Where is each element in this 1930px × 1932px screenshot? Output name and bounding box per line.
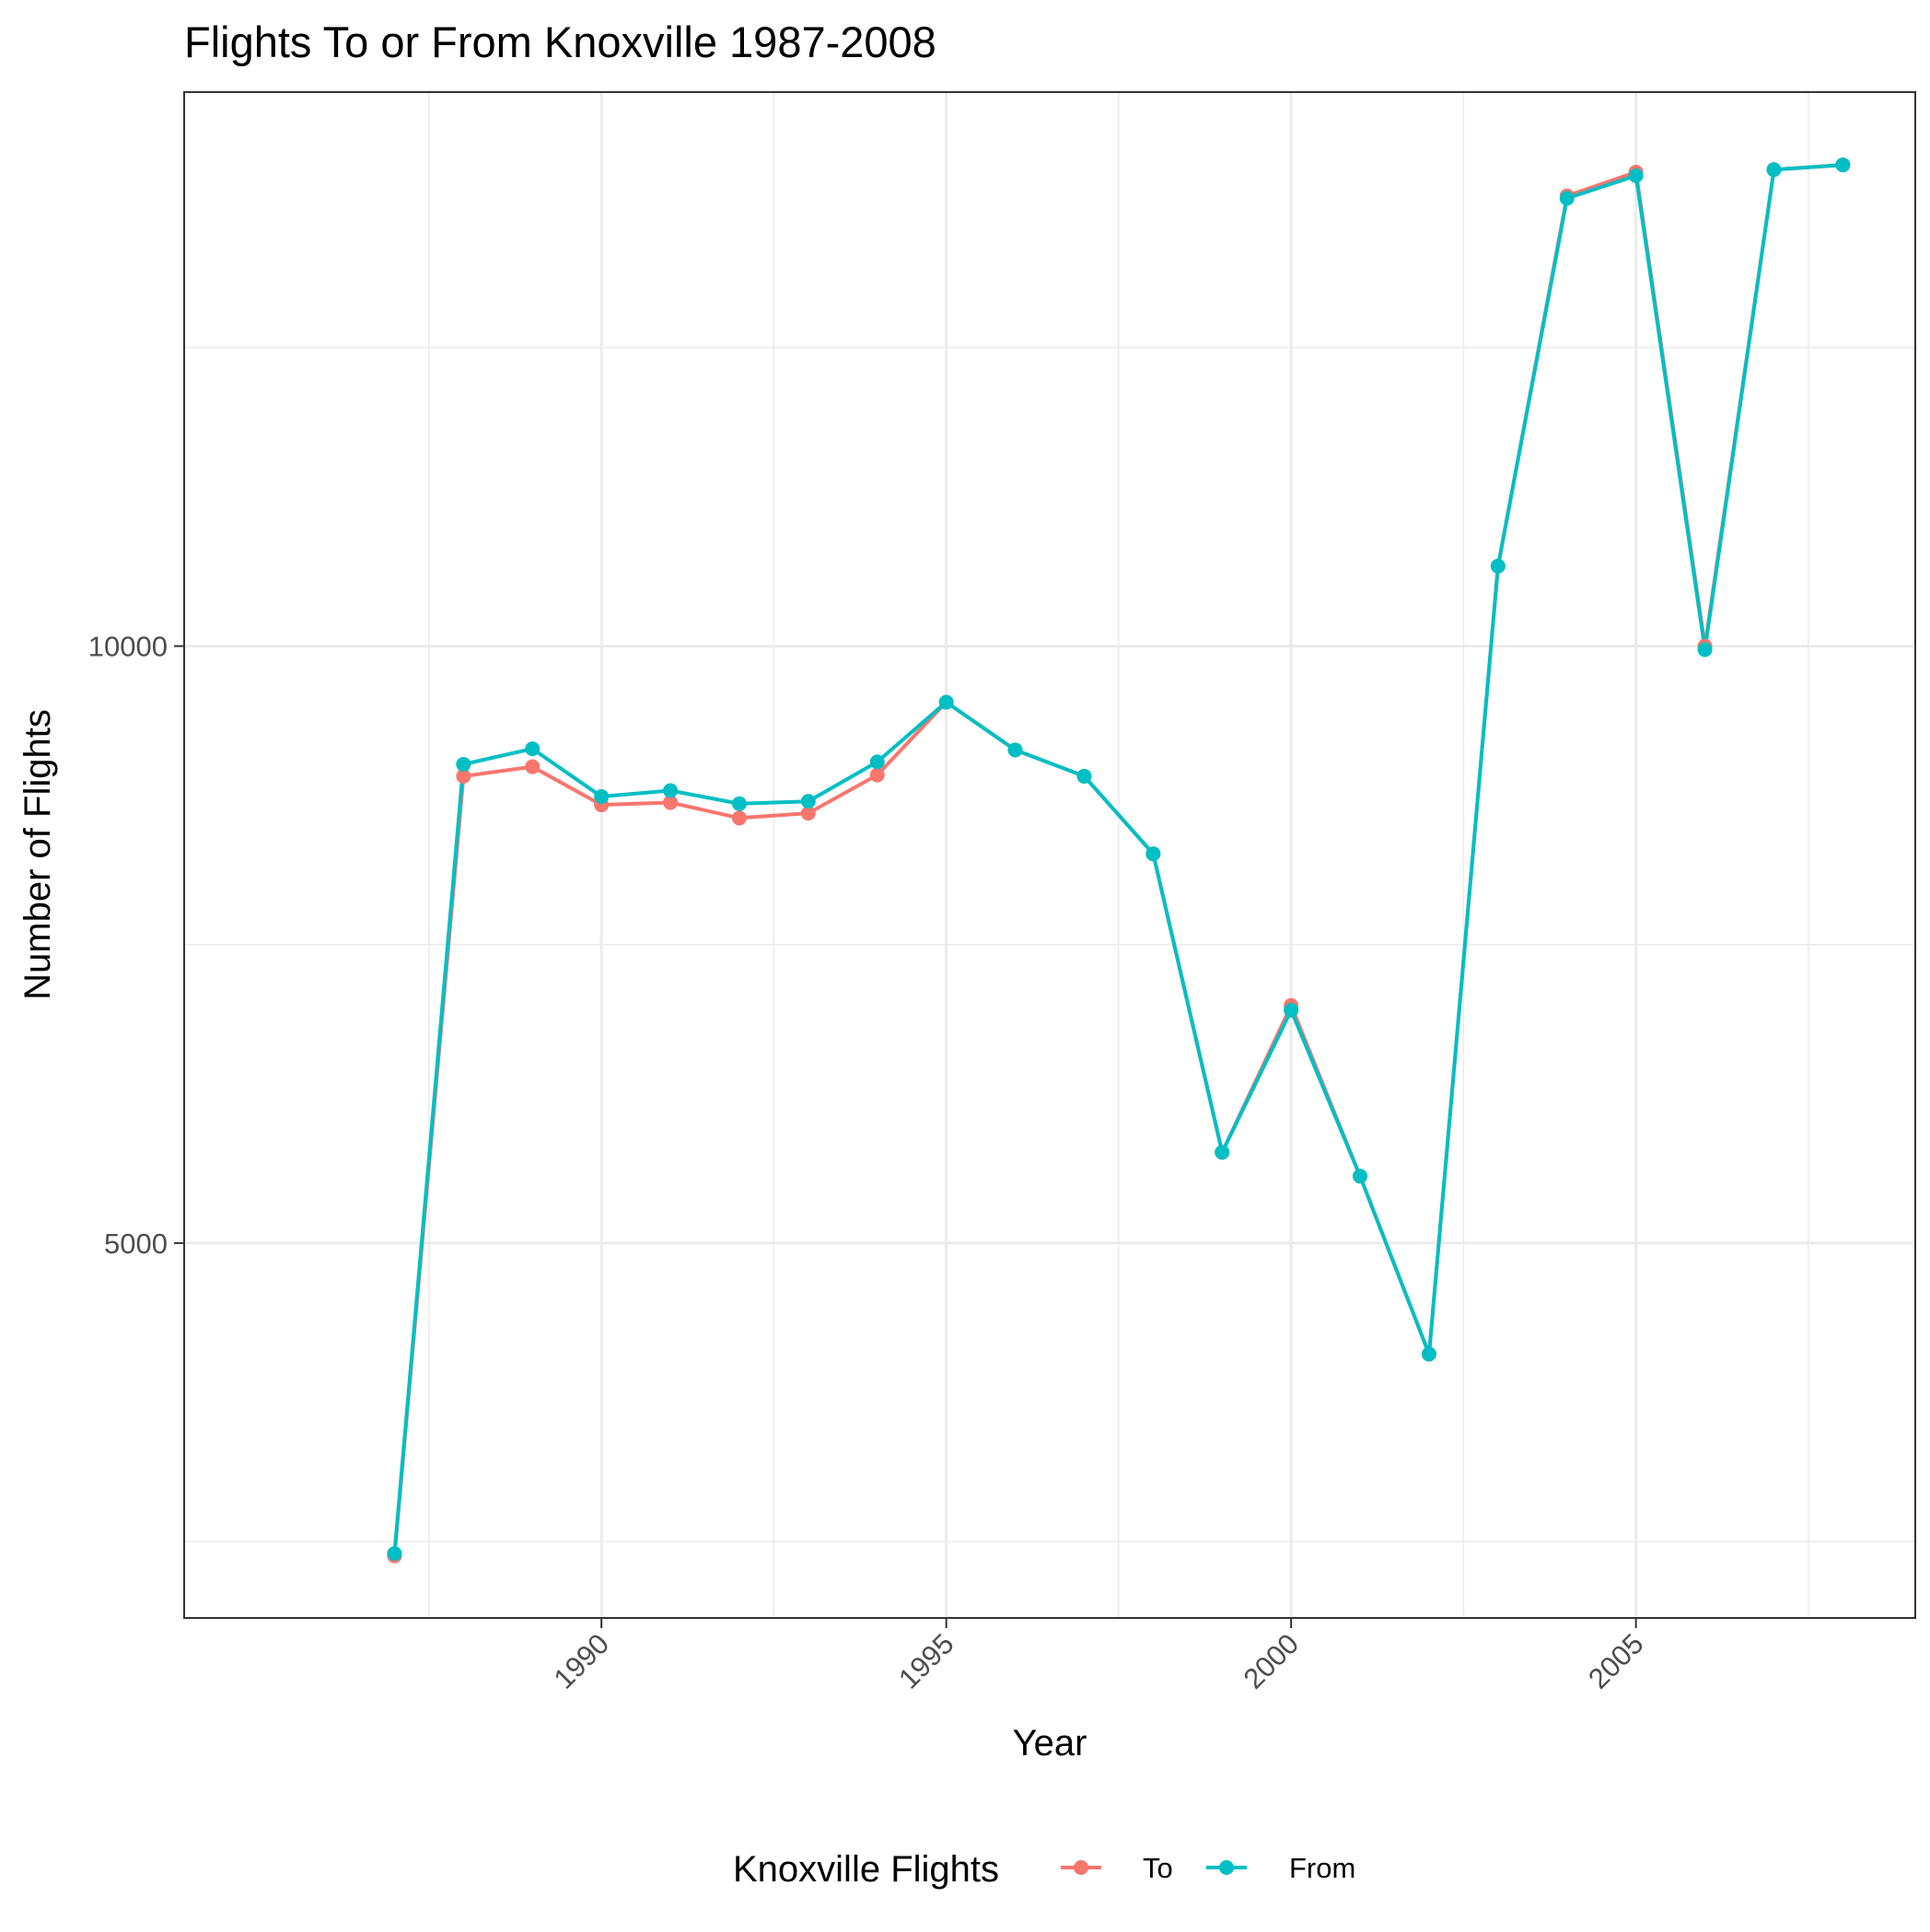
series-points [387,157,1851,1564]
series-lines [392,163,1843,1556]
y-axis-ticks: 5000 10000 [88,631,184,1260]
legend-label-to: To [1143,1852,1173,1884]
data-point-from [525,741,541,757]
data-point-to [663,795,679,810]
data-point-from [1284,1003,1299,1018]
data-point-from [1007,742,1023,758]
data-point-from [1421,1346,1436,1362]
data-point-from [869,754,885,770]
series-line-from [392,163,1843,1554]
chart-title: Flights To or From Knoxville 1987-2008 [184,17,936,66]
legend-key-to-point [1074,1860,1088,1875]
data-point-from [1215,1145,1230,1160]
y-tick-label: 5000 [104,1228,168,1260]
data-point-from [800,794,816,809]
data-point-from [1697,642,1713,658]
data-point-to [456,768,471,784]
plot-panel-border [183,91,1916,1619]
data-point-from [1835,157,1851,173]
legend-title: Knoxville Flights [733,1849,999,1890]
minor-gridlines [184,92,1915,1618]
x-axis-title: Year [1013,1723,1087,1763]
data-point-from [1490,558,1506,574]
data-point-from [387,1545,402,1561]
y-tick-label: 10000 [88,631,168,663]
data-point-from [456,756,471,772]
data-point-to [525,759,541,774]
y-axis-title: Number of Flights [17,709,58,1000]
legend-entry-from: From [1206,1852,1355,1884]
legend-label-from: From [1289,1852,1355,1884]
legend: Knoxville Flights To From [733,1849,1355,1890]
data-point-from [1353,1169,1368,1184]
data-point-from [938,694,954,710]
data-point-from [1628,168,1644,183]
data-point-to [731,810,747,826]
data-point-to [800,806,816,821]
major-gridlines [184,92,1915,1618]
data-point-to [869,767,885,783]
data-point-from [1145,846,1161,862]
data-point-from [1559,191,1575,206]
data-point-from [731,796,747,811]
data-point-from [1766,162,1782,178]
legend-entry-to: To [1061,1852,1173,1884]
data-point-from [1076,768,1092,784]
data-point-from [663,783,679,798]
data-point-from [594,788,610,804]
legend-key-from-point [1219,1860,1234,1875]
